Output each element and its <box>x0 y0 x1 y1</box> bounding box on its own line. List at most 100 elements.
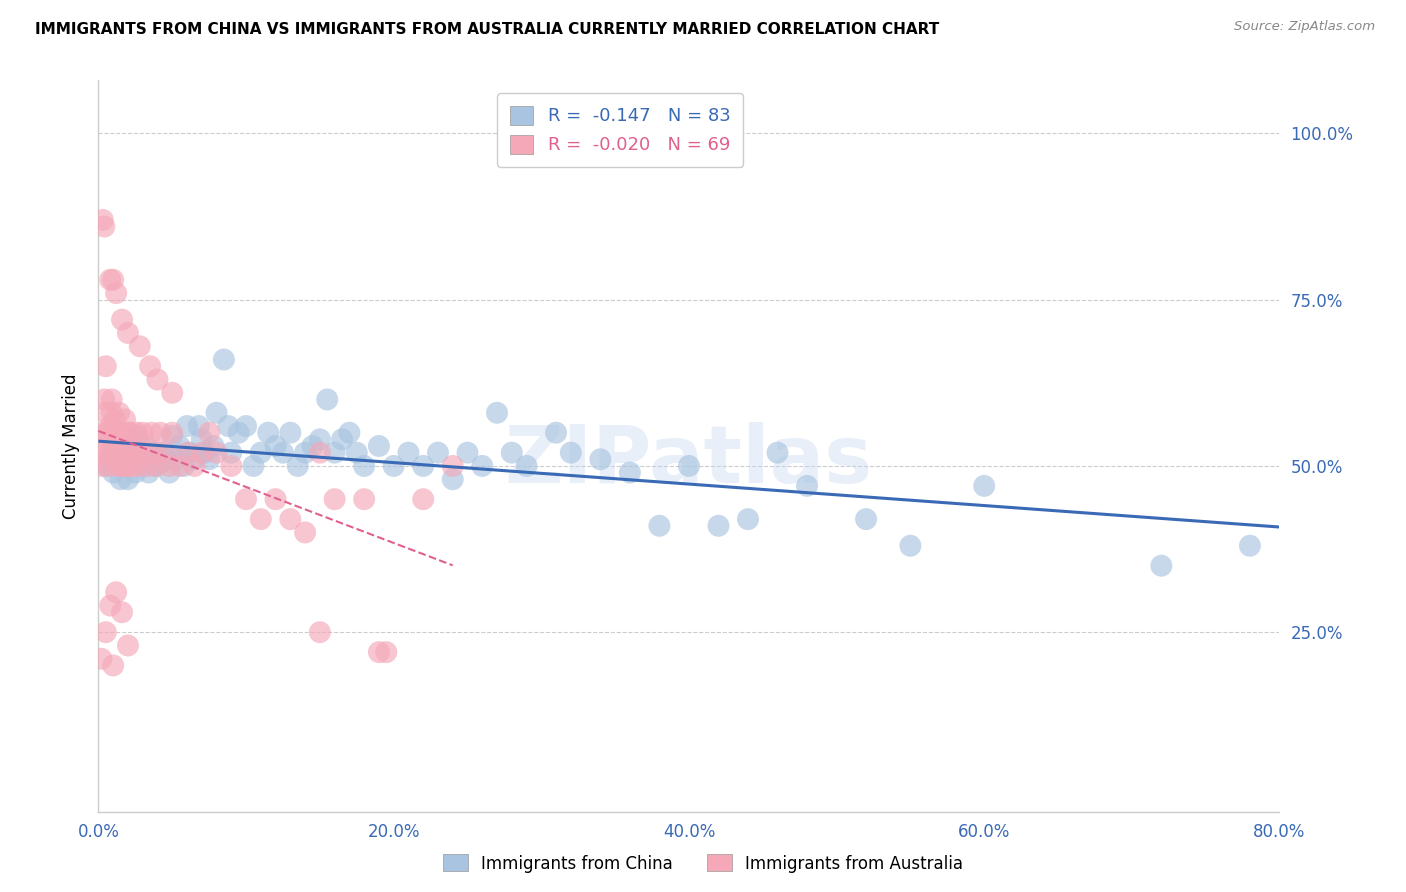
Point <box>94 359 117 374</box>
Point <box>118 458 141 473</box>
Point <box>98 419 121 434</box>
Point <box>619 466 641 480</box>
Point <box>157 458 180 473</box>
Point <box>103 658 125 673</box>
Point <box>93 425 115 440</box>
Point <box>766 445 789 459</box>
Point <box>128 458 150 473</box>
Point <box>323 445 346 459</box>
Point <box>103 466 125 480</box>
Point <box>501 445 523 459</box>
Point <box>330 433 353 447</box>
Point <box>152 449 174 463</box>
Point <box>153 445 176 459</box>
Point <box>257 425 280 440</box>
Point <box>146 458 169 473</box>
Point <box>155 452 177 467</box>
Point <box>173 458 195 473</box>
Point <box>179 445 201 459</box>
Point <box>98 599 121 613</box>
Point <box>707 518 730 533</box>
Point <box>309 445 332 459</box>
Point <box>368 645 391 659</box>
Point <box>90 458 112 473</box>
Point <box>105 445 128 459</box>
Point <box>235 492 257 507</box>
Point <box>91 445 114 459</box>
Point <box>176 445 198 459</box>
Point <box>198 452 221 467</box>
Point <box>382 458 405 473</box>
Point <box>412 492 434 507</box>
Point <box>138 458 160 473</box>
Point <box>183 452 205 467</box>
Point <box>100 406 122 420</box>
Point <box>368 439 391 453</box>
Legend: R =  -0.147   N = 83, R =  -0.020   N = 69: R = -0.147 N = 83, R = -0.020 N = 69 <box>498 93 744 167</box>
Point <box>198 425 221 440</box>
Point <box>112 425 135 440</box>
Point <box>138 466 160 480</box>
Point <box>589 452 612 467</box>
Point <box>309 433 332 447</box>
Point <box>135 439 157 453</box>
Point <box>221 445 243 459</box>
Point <box>441 472 464 486</box>
Point <box>103 273 125 287</box>
Point <box>323 492 346 507</box>
Point <box>339 425 361 440</box>
Point <box>162 429 183 443</box>
Point <box>97 433 120 447</box>
Point <box>146 372 169 386</box>
Point <box>111 312 134 326</box>
Point <box>108 445 131 459</box>
Point <box>114 412 136 426</box>
Point <box>110 458 132 473</box>
Point <box>141 425 163 440</box>
Point <box>264 492 287 507</box>
Point <box>398 445 420 459</box>
Point <box>264 439 287 453</box>
Point <box>91 213 114 227</box>
Point <box>183 458 205 473</box>
Point <box>212 352 235 367</box>
Point <box>250 445 273 459</box>
Point <box>94 625 117 640</box>
Point <box>309 625 332 640</box>
Point <box>132 458 155 473</box>
Point <box>141 452 163 467</box>
Point <box>900 539 922 553</box>
Point <box>221 458 243 473</box>
Point <box>678 458 700 473</box>
Point <box>560 445 582 459</box>
Point <box>441 458 464 473</box>
Point <box>114 445 136 459</box>
Point <box>117 425 139 440</box>
Point <box>90 652 112 666</box>
Point <box>108 406 131 420</box>
Point <box>457 445 479 459</box>
Point <box>217 419 239 434</box>
Point <box>125 425 148 440</box>
Point <box>1239 539 1261 553</box>
Point <box>294 525 316 540</box>
Point <box>973 479 995 493</box>
Point <box>855 512 877 526</box>
Point <box>271 445 294 459</box>
Point <box>115 458 138 473</box>
Point <box>107 458 129 473</box>
Point <box>191 433 214 447</box>
Point <box>205 445 228 459</box>
Point <box>346 445 368 459</box>
Point <box>176 419 198 434</box>
Point <box>157 466 180 480</box>
Point <box>97 458 120 473</box>
Text: IMMIGRANTS FROM CHINA VS IMMIGRANTS FROM AUSTRALIA CURRENTLY MARRIED CORRELATION: IMMIGRANTS FROM CHINA VS IMMIGRANTS FROM… <box>35 22 939 37</box>
Point <box>191 445 214 459</box>
Point <box>169 439 191 453</box>
Point <box>149 456 172 470</box>
Point <box>117 639 139 653</box>
Point <box>228 425 250 440</box>
Point <box>471 458 494 473</box>
Point <box>132 425 155 440</box>
